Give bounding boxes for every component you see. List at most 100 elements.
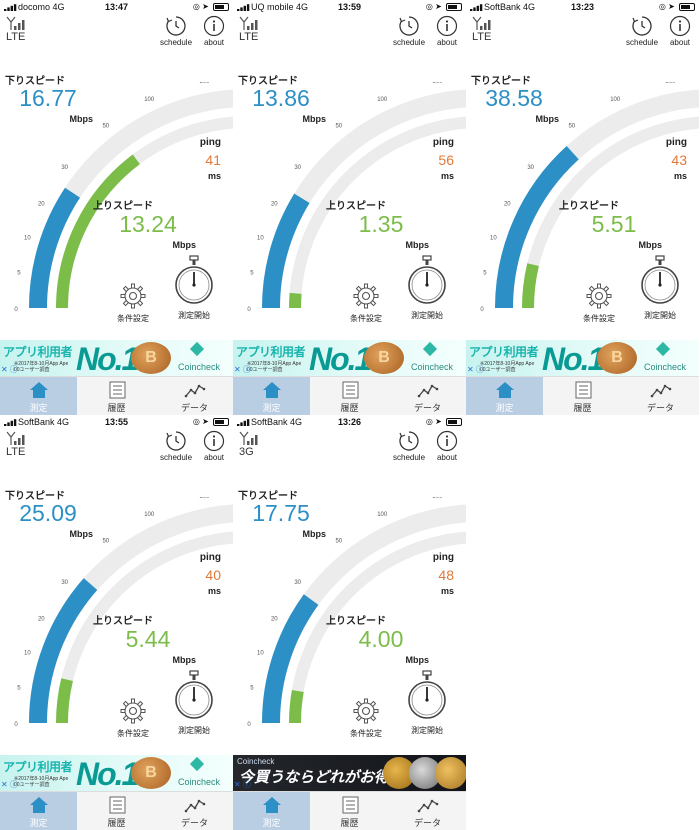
tab-measure[interactable]: 測定 bbox=[233, 792, 310, 830]
tab-data[interactable]: データ bbox=[156, 377, 233, 415]
tab-history[interactable]: 履歴 bbox=[544, 377, 621, 415]
ad-close-icon[interactable]: ✕ ⓘ bbox=[234, 365, 251, 374]
tab-data[interactable]: データ bbox=[389, 377, 466, 415]
location-icon: ➤ bbox=[668, 2, 677, 11]
ad-banner[interactable]: アプリ利用者 No.1 ※2017年8-10月App Ape 00ユーザー調査 B Coi… bbox=[0, 755, 233, 791]
upload-unit: Mbps bbox=[172, 240, 197, 250]
history-list-icon bbox=[109, 796, 125, 814]
tab-measure[interactable]: 測定 bbox=[233, 377, 310, 415]
coin-image: B bbox=[597, 342, 637, 374]
ad-close-icon[interactable]: ✕ ⓘ bbox=[467, 365, 484, 374]
coin-letter: B bbox=[145, 349, 157, 366]
settings-button[interactable]: 条件設定 bbox=[350, 697, 382, 739]
status-time: 13:55 bbox=[104, 417, 129, 427]
location-icon: ➤ bbox=[202, 417, 211, 426]
network-indicator: LTE bbox=[472, 16, 502, 43]
ad-banner[interactable]: Coincheck 今買うならどれがお得!? ✕ ⓘ bbox=[233, 755, 466, 791]
network-indicator: LTE bbox=[239, 16, 269, 43]
ad-title: アプリ利用者 bbox=[3, 345, 73, 359]
line-chart-icon bbox=[417, 799, 438, 813]
about-button[interactable]: about bbox=[203, 15, 225, 47]
ad-brand: Coincheck bbox=[178, 362, 221, 372]
coin-letter: B bbox=[378, 349, 390, 366]
download-label: 下りスピード bbox=[471, 76, 531, 87]
settings-button[interactable]: 条件設定 bbox=[350, 282, 382, 324]
schedule-button[interactable]: schedule bbox=[626, 15, 658, 47]
antenna-icon bbox=[472, 16, 491, 30]
network-label: LTE bbox=[472, 31, 492, 43]
about-button[interactable]: about bbox=[436, 15, 458, 47]
start-button[interactable]: 測定開始 bbox=[406, 670, 448, 736]
tab-label: 測定 bbox=[29, 818, 48, 828]
tab-history[interactable]: 履歴 bbox=[311, 792, 388, 830]
settings-button[interactable]: 条件設定 bbox=[117, 282, 149, 324]
carrier-label: SoftBank bbox=[18, 417, 55, 427]
tab-history[interactable]: 履歴 bbox=[78, 792, 155, 830]
ping-unit: ms bbox=[440, 586, 454, 596]
start-button[interactable]: 測定開始 bbox=[406, 255, 448, 321]
ad-close-icon[interactable]: ✕ ⓘ bbox=[1, 780, 18, 789]
tab-history[interactable]: 履歴 bbox=[311, 377, 388, 415]
tab-data[interactable]: データ bbox=[156, 792, 233, 830]
tab-label: 測定 bbox=[262, 818, 281, 828]
settings-button[interactable]: 条件設定 bbox=[583, 282, 615, 324]
tab-data[interactable]: データ bbox=[622, 377, 699, 415]
upload-track bbox=[289, 531, 466, 724]
ad-close-icon[interactable]: ✕ ⓘ bbox=[1, 365, 18, 374]
schedule-button[interactable]: schedule bbox=[393, 430, 425, 462]
start-button[interactable]: 測定開始 bbox=[173, 255, 215, 321]
ad-close-icon[interactable]: ✕ ⓘ bbox=[234, 780, 251, 789]
tab-measure[interactable]: 測定 bbox=[0, 377, 77, 415]
about-button[interactable]: about bbox=[436, 430, 458, 462]
about-button[interactable]: about bbox=[203, 430, 225, 462]
about-button[interactable]: about bbox=[669, 15, 691, 47]
tab-measure[interactable]: 測定 bbox=[0, 792, 77, 830]
carrier-name: SoftBank 4G bbox=[18, 417, 69, 427]
schedule-button[interactable]: schedule bbox=[393, 15, 425, 47]
ad-banner[interactable]: アプリ利用者 No.1 ※2017年8-10月App Ape 00ユーザー調査 B Coi… bbox=[466, 340, 699, 376]
network-label: LTE bbox=[6, 446, 26, 458]
start-button[interactable]: 測定開始 bbox=[173, 670, 215, 736]
settings-button[interactable]: 条件設定 bbox=[117, 697, 149, 739]
antenna-icon bbox=[239, 431, 258, 445]
ad-subtext: ※2017年8-10月App Ape 00ユーザー調査 bbox=[14, 776, 68, 788]
gauge-tick-label: 300 bbox=[432, 82, 443, 85]
about-label: about bbox=[669, 38, 691, 47]
status-time: 13:59 bbox=[337, 2, 362, 12]
gauge-tick-label: 50 bbox=[102, 124, 109, 130]
gauge-tick-label: 5 bbox=[17, 271, 21, 277]
home-icon bbox=[29, 797, 48, 813]
gear-icon bbox=[353, 283, 379, 309]
ping-value: 43 bbox=[671, 152, 687, 168]
history-list-icon bbox=[109, 381, 125, 399]
ping-unit: ms bbox=[440, 171, 454, 181]
ad-headline: No.1 bbox=[76, 756, 139, 791]
antenna-icon bbox=[6, 431, 25, 445]
tab-measure[interactable]: 測定 bbox=[466, 377, 543, 415]
tab-history[interactable]: 履歴 bbox=[78, 377, 155, 415]
start-button[interactable]: 測定開始 bbox=[639, 255, 681, 321]
carrier-name: SoftBank 4G bbox=[484, 2, 535, 12]
tab-data[interactable]: データ bbox=[389, 792, 466, 830]
gauge-tick-label: 10 bbox=[490, 235, 497, 241]
info-icon bbox=[203, 430, 225, 452]
schedule-button[interactable]: schedule bbox=[160, 430, 192, 462]
history-list-icon bbox=[575, 381, 591, 399]
antenna-icon bbox=[6, 16, 25, 30]
tab-label: 履歴 bbox=[340, 818, 359, 828]
gauge-tick-label: 0 bbox=[247, 307, 251, 313]
network-type: 4G bbox=[290, 417, 303, 427]
upload-label: 上りスピード bbox=[326, 201, 386, 212]
coincheck-logo-icon bbox=[655, 341, 671, 357]
carrier-label: SoftBank bbox=[251, 417, 288, 427]
tab-bar: 測定 履歴 データ bbox=[233, 791, 466, 830]
gauge-tick-label: 100 bbox=[144, 512, 155, 518]
download-arc bbox=[29, 578, 98, 724]
network-label: 3G bbox=[239, 446, 254, 458]
ad-banner[interactable]: アプリ利用者 No.1 ※2017年8-10月App Ape 00ユーザー調査 B Coi… bbox=[233, 340, 466, 376]
gauge-tick-label: 50 bbox=[335, 124, 342, 130]
schedule-button[interactable]: schedule bbox=[160, 15, 192, 47]
ad-banner[interactable]: アプリ利用者 No.1 ※2017年8-10月App Ape 00ユーザー調査 B Coi… bbox=[0, 340, 233, 376]
settings-label: 条件設定 bbox=[583, 314, 615, 323]
gear-icon bbox=[353, 698, 379, 724]
